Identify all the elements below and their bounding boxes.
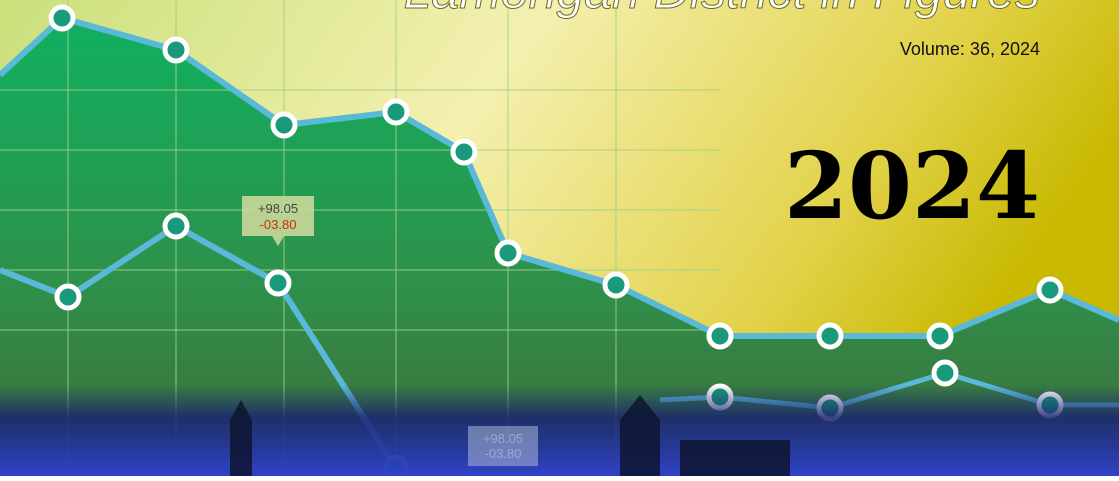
skyline-band [0,385,1119,476]
volume: Volume: 36, 2024 [900,39,1040,59]
tooltip-down: -03.80 [485,446,522,461]
tooltip-down: -03.80 [260,217,297,232]
cover: +98.05 -03.80 +98.05 -03.80 Lamongan Dis… [0,0,1119,476]
tooltip-up: +98.05 [483,431,523,446]
title: Lamongan District in Figures [404,0,1040,19]
tooltip-faded: +98.05 -03.80 [468,426,538,466]
page: +98.05 -03.80 +98.05 -03.80 Lamongan Dis… [0,0,1119,476]
tooltip-up: +98.05 [258,201,298,216]
year: 2024 [784,132,1040,240]
